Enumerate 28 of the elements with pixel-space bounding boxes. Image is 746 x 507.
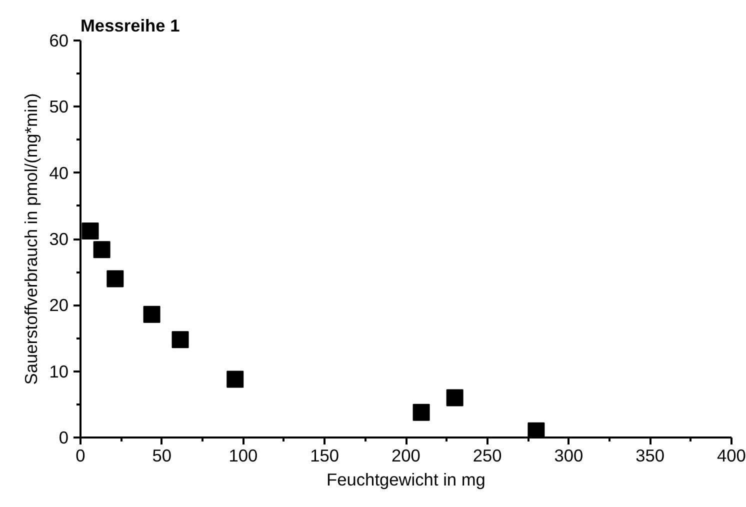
x-tick-label: 0 (76, 446, 86, 466)
x-tick-label: 400 (717, 446, 746, 466)
x-tick-label: 150 (310, 446, 340, 466)
y-axis-title: Sauerstoffverbrauch in pmol/(mg*min) (21, 93, 42, 385)
x-tick-label: 300 (554, 446, 584, 466)
x-axis-title: Feuchtgewicht in mg (326, 470, 486, 490)
y-tick-label: 10 (49, 361, 69, 382)
x-tick-label: 200 (392, 446, 420, 466)
point (106, 270, 124, 288)
x-tick-label: 100 (228, 446, 258, 466)
point (82, 222, 99, 240)
y-tick-label: 0 (58, 428, 69, 448)
point (172, 331, 189, 348)
point (93, 241, 110, 258)
y-tick-label: 30 (49, 229, 69, 249)
y-tick-label: 60 (49, 30, 69, 50)
x-tick-label: 250 (472, 446, 502, 466)
y-tick-label: 40 (49, 162, 69, 183)
point (412, 404, 430, 421)
x-tick-label: 350 (636, 446, 665, 466)
x-tick-label: 50 (152, 446, 172, 466)
y-tick-label: 50 (49, 96, 69, 117)
point (226, 370, 244, 388)
point (528, 422, 545, 438)
chart-title: Messreihe 1 (80, 16, 180, 36)
point (446, 389, 464, 406)
y-tick-label: 20 (49, 295, 69, 316)
point (143, 306, 160, 323)
